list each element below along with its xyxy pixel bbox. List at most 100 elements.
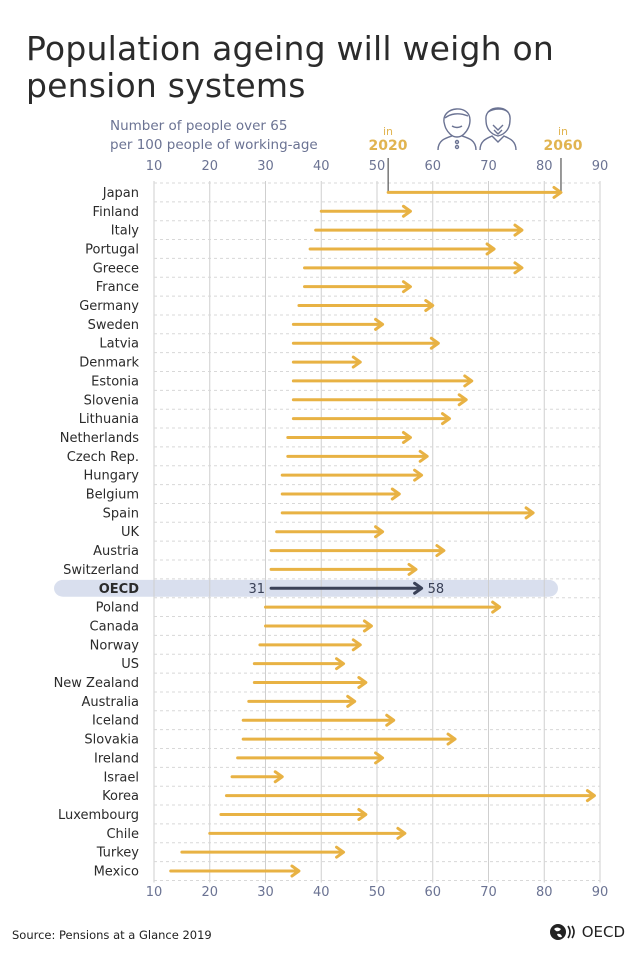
arrow-head-ireland xyxy=(374,751,385,765)
arrow-head-portugal xyxy=(485,242,496,256)
oecd-logo: OECD xyxy=(549,923,625,941)
arrow-head-mexico xyxy=(290,864,301,878)
top-tick-label: 70 xyxy=(480,159,497,174)
bottom-tick-label: 70 xyxy=(480,885,497,900)
top-tick-label: 90 xyxy=(592,159,609,174)
arrow-head-israel xyxy=(273,770,284,784)
legend-2060-year: 2060 xyxy=(543,138,583,154)
arrow-head-italy xyxy=(513,223,524,237)
arrow-head-japan xyxy=(552,185,563,199)
top-tick-label: 50 xyxy=(369,159,386,174)
oecd-globe-icon xyxy=(549,924,575,940)
arrow-head-austria xyxy=(435,544,446,558)
country-label: Finland xyxy=(93,205,139,220)
country-label: Korea xyxy=(102,789,139,804)
country-label: Chile xyxy=(106,827,139,842)
arrow-head-slovenia xyxy=(457,393,468,407)
arrow-head-denmark xyxy=(351,355,362,369)
country-label: Mexico xyxy=(94,865,139,880)
axis-description-line2: per 100 people of working-age xyxy=(110,137,318,153)
country-label: Poland xyxy=(96,601,139,616)
arrow-head-germany xyxy=(424,299,435,313)
country-label: Greece xyxy=(93,261,139,276)
country-label: Switzerland xyxy=(63,563,139,578)
arrow-head-canada xyxy=(362,619,373,633)
arrow-head-greece xyxy=(513,261,524,275)
country-label: Norway xyxy=(90,638,140,653)
arrow-head-poland xyxy=(491,600,502,614)
arrow-head-sweden xyxy=(374,317,385,331)
country-label: Israel xyxy=(103,770,139,785)
arrow-head-switzerland xyxy=(407,562,418,576)
country-label: Sweden xyxy=(88,318,139,333)
top-tick-label: 80 xyxy=(536,159,553,174)
top-tick-label: 30 xyxy=(257,159,274,174)
bottom-tick-label: 80 xyxy=(536,885,553,900)
legend-2020: in 2020 xyxy=(366,125,410,155)
top-tick-label: 10 xyxy=(146,159,163,174)
bottom-tick-label: 30 xyxy=(257,885,274,900)
arrow-head-latvia xyxy=(429,336,440,350)
country-label: Slovenia xyxy=(84,393,139,408)
arrow-head-czech-rep- xyxy=(418,449,429,463)
legend-2020-year: 2020 xyxy=(368,138,408,154)
arrow-head-uk xyxy=(374,525,385,539)
country-label: Denmark xyxy=(79,356,139,371)
country-label: Iceland xyxy=(92,714,139,729)
arrow-head-slovakia xyxy=(446,732,457,746)
legend-2060-prefix: in xyxy=(557,125,569,138)
arrow-head-france xyxy=(401,280,412,294)
arrow-head-spain xyxy=(524,506,535,520)
chart-title: Population ageing will weigh on pension … xyxy=(26,29,554,105)
arrow-head-chile xyxy=(396,826,407,840)
bottom-tick-label: 50 xyxy=(369,885,386,900)
arrow-head-iceland xyxy=(385,713,396,727)
country-label: Czech Rep. xyxy=(67,450,139,465)
country-label: Portugal xyxy=(85,242,139,257)
arrow-head-luxembourg xyxy=(357,807,368,821)
oecd-start-value: 31 xyxy=(249,582,266,597)
country-label: Luxembourg xyxy=(58,808,139,823)
country-label: Japan xyxy=(102,186,139,201)
arrow-head-hungary xyxy=(413,468,424,482)
country-label: Belgium xyxy=(86,488,139,503)
arrow-head-new-zealand xyxy=(357,676,368,690)
country-label: Estonia xyxy=(91,374,139,389)
top-tick-label: 20 xyxy=(201,159,218,174)
legend-2060: in 2060 xyxy=(541,125,585,155)
country-label: Lithuania xyxy=(79,412,139,427)
top-tick-label: 40 xyxy=(313,159,330,174)
country-label: Slovakia xyxy=(84,733,139,748)
arrow-head-finland xyxy=(401,204,412,218)
country-label: Austria xyxy=(93,544,139,559)
arrow-head-netherlands xyxy=(401,430,412,444)
country-label: Latvia xyxy=(99,337,139,352)
oecd-end-value: 58 xyxy=(428,582,445,597)
axis-description: Number of people over 65 per 100 people … xyxy=(110,117,318,155)
axis-description-line1: Number of people over 65 xyxy=(110,118,288,134)
arrow-head-norway xyxy=(351,638,362,652)
arrow-head-belgium xyxy=(390,487,401,501)
bottom-tick-label: 20 xyxy=(201,885,218,900)
country-label: US xyxy=(121,657,139,672)
bottom-tick-label: 40 xyxy=(313,885,330,900)
bottom-tick-label: 60 xyxy=(424,885,441,900)
source-note: Source: Pensions at a Glance 2019 xyxy=(12,928,212,942)
arrow-head-turkey xyxy=(335,845,346,859)
country-label: Turkey xyxy=(96,846,140,861)
arrow-head-korea xyxy=(585,789,596,803)
bottom-tick-label: 10 xyxy=(146,885,163,900)
bottom-tick-label: 90 xyxy=(592,885,609,900)
arrow-head-us xyxy=(335,657,346,671)
arrow-head-estonia xyxy=(463,374,474,388)
country-label: Italy xyxy=(111,224,140,239)
arrow-head-oecd xyxy=(413,581,424,595)
country-label: Ireland xyxy=(94,751,139,766)
country-label: OECD xyxy=(99,582,139,597)
country-label: Netherlands xyxy=(60,431,139,446)
legend-2020-prefix: in xyxy=(382,125,394,138)
country-label: Germany xyxy=(79,299,139,314)
people-icon xyxy=(436,100,526,156)
top-tick-label: 60 xyxy=(424,159,441,174)
